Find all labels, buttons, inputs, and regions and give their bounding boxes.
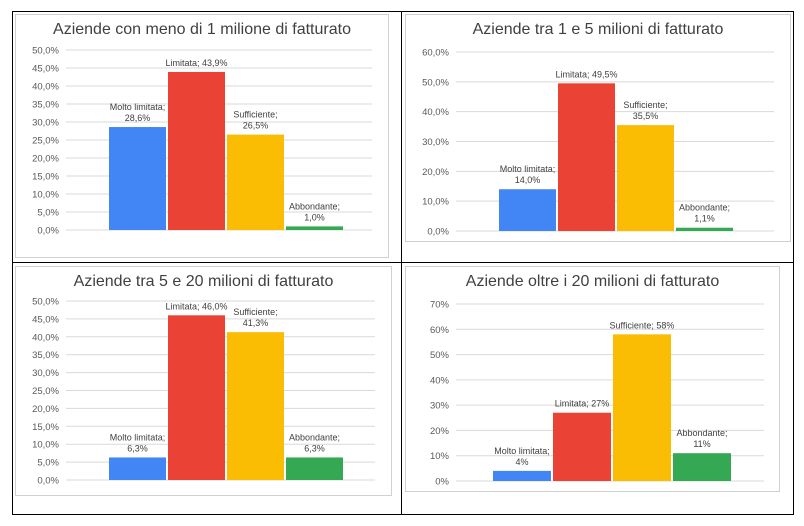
bar-limitata [168,71,225,231]
data-label: 1,0% [304,212,325,222]
data-label: 6,3% [304,443,325,453]
bar-sufficiente [617,125,674,231]
y-tick-label: 20,0% [422,167,449,178]
y-tick-label: 20% [430,426,450,437]
data-label: Molto limitata; [494,446,550,456]
table-divider-vertical [401,11,402,515]
data-label: Molto limitata; [500,164,556,174]
y-tick-label: 30,0% [32,118,59,129]
data-label: Limitata; 27% [555,399,610,409]
chart-panel-3: Aziende tra 5 e 20 milioni di fatturato … [15,266,392,496]
data-label: 11% [693,439,710,449]
y-tick-label: 10,0% [32,440,59,451]
data-label: Sufficiente; 58% [610,320,675,330]
bar-molto-limitata [493,470,551,481]
data-label: 4% [515,457,528,467]
chart-title: Aziende con meno di 1 milione di fattura… [53,21,351,38]
chart-plot: 0,0% 5,0% 10,0% 15,0% 20,0% 25,0% 30,0% 35,0% 40… [32,46,372,237]
chart-plot: 0,0% 5,0% 10,0% 15,0% 20,0% 25,0% 30,0% 35,0% 40… [32,297,375,487]
bar-abbondante [286,457,343,480]
y-tick-label: 50% [430,350,450,361]
table-frame [12,11,794,515]
data-label: 35,5% [633,111,659,121]
y-tick-label: 50,0% [32,46,59,57]
data-label: Limitata; 46,0% [165,301,227,311]
data-label: Molto limitata; [110,432,166,442]
y-tick-label: 20,0% [32,404,59,415]
data-label: Abbondante; [289,432,340,442]
y-tick-label: 15,0% [32,172,59,183]
data-label: Sufficiente; [623,100,667,110]
data-label: Limitata; 49,5% [555,69,617,79]
data-label: Abbondante; [679,203,730,213]
data-label: 6,3% [127,443,148,453]
y-tick-label: 10,0% [32,190,59,201]
bar-limitata [168,315,225,480]
data-label: Molto limitata; [110,102,166,112]
y-tick-label: 70% [430,300,450,311]
y-tick-label: 30% [430,401,450,412]
y-tick-label: 40,0% [32,82,59,93]
y-tick-label: 5,0% [37,458,59,469]
bar-molto-limitata [109,127,166,230]
y-tick-label: 15,0% [32,422,59,433]
y-tick-label: 10% [430,451,450,462]
bar-sufficiente [227,134,284,230]
bar-sufficiente [227,332,284,480]
chart-title: Aziende oltre i 20 milioni di fatturato [465,273,720,290]
bar-abbondante [673,453,731,481]
y-tick-label: 0,0% [37,226,59,237]
y-tick-label: 0,0% [427,227,449,238]
data-label: 41,3% [243,318,269,328]
chart-plot: 0,0% 10,0% 20,0% 30,0% 40,0% 50,0% 60,0% Molto … [422,48,774,238]
y-tick-label: 45,0% [32,64,59,75]
bar-molto-limitata [499,189,556,231]
y-tick-label: 25,0% [32,136,59,147]
y-tick-label: 40,0% [32,332,59,343]
chart-title: Aziende tra 5 e 20 milioni di fatturato [73,273,334,290]
y-tick-label: 40,0% [422,107,449,118]
y-tick-label: 60,0% [422,48,449,59]
y-tick-label: 35,0% [32,350,59,361]
bar-abbondante [286,226,343,230]
data-label: 26,5% [243,121,269,131]
table-divider-horizontal [12,262,794,263]
y-tick-label: 60% [430,325,450,336]
data-label: Abbondante; [289,201,340,211]
y-tick-label: 0,0% [37,476,59,487]
y-tick-label: 35,0% [32,100,59,111]
y-tick-label: 5,0% [37,208,59,219]
data-label: Sufficiente; [233,110,277,120]
data-label: 28,6% [125,113,151,123]
chart-plot: 0% 10% 20% 30% 40% 50% 60% 70% Molto limitata;4%… [430,300,764,488]
data-label: Limitata; 43,9% [165,58,227,68]
y-tick-label: 25,0% [32,386,59,397]
y-tick-label: 50,0% [32,297,59,308]
y-tick-label: 30,0% [422,137,449,148]
bar-limitata [558,83,615,231]
y-tick-label: 30,0% [32,368,59,379]
data-label: Sufficiente; [233,307,277,317]
bar-molto-limitata [109,457,166,480]
y-tick-label: 45,0% [32,314,59,325]
chart-panel-2: Aziende tra 1 e 5 milioni di fatturato 0… [405,14,791,242]
bar-abbondante [676,227,733,231]
y-tick-label: 20,0% [32,154,59,165]
y-tick-label: 10,0% [422,197,449,208]
data-label: Abbondante; [676,428,727,438]
y-tick-label: 0% [435,477,449,488]
chart-title: Aziende tra 1 e 5 milioni di fatturato [472,21,724,38]
bar-sufficiente [613,334,671,481]
data-label: 1,1% [694,214,715,224]
y-tick-label: 50,0% [422,77,449,88]
chart-panel-1: Aziende con meno di 1 milione di fattura… [15,14,389,258]
y-tick-label: 40% [430,375,450,386]
bar-limitata [553,412,611,481]
chart-panel-4: Aziende oltre i 20 milioni di fatturato … [405,266,780,492]
data-label: 14,0% [515,175,541,185]
